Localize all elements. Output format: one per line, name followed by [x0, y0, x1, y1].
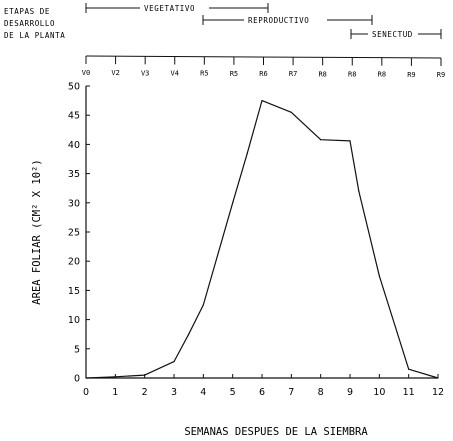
stage-tick-label: R9 [437, 71, 445, 79]
phase-label-reproductivo: REPRODUCTIVO [248, 16, 309, 25]
x-tick-label: 0 [83, 387, 89, 398]
phase-label-vegetativo: VEGETATIVO [144, 4, 195, 13]
x-tick-label: 8 [318, 387, 324, 398]
y-tick-label: 50 [68, 82, 80, 93]
y-tick-label: 15 [68, 286, 80, 297]
x-tick-label: 11 [403, 387, 415, 398]
data-point [144, 374, 146, 376]
y-tick-label: 20 [68, 257, 80, 268]
data-point [408, 368, 410, 370]
y-axis-title: AREA FOLIAR (CM² X 10²) [31, 159, 43, 304]
y-tick-label: 0 [74, 374, 80, 385]
y-tick-label: 10 [68, 315, 80, 326]
data-point [188, 333, 190, 335]
phase-senectud: SENECTUD [350, 29, 442, 39]
x-axis-ticks: 0 1 2 3 4 5 6 7 8 9 10 11 12 [83, 374, 444, 398]
series-points [85, 100, 439, 379]
x-tick-label: 7 [288, 387, 294, 398]
data-point [202, 304, 204, 306]
stage-tick-label: R5 [200, 70, 208, 78]
data-point [349, 140, 351, 142]
x-tick-label: 12 [432, 387, 444, 398]
stage-ticks: V0 V2 V3 V4 R5 R5 R6 R7 R8 R8 R8 R9 R9 [82, 56, 445, 79]
data-point [320, 139, 322, 141]
stage-tick-label: R8 [318, 70, 326, 78]
phase-label-senectud: SENECTUD [372, 30, 413, 39]
stage-tick-label: R9 [407, 71, 415, 79]
data-point [85, 377, 87, 379]
y-tick-label: 40 [68, 140, 80, 151]
data-point [173, 361, 175, 363]
x-tick-label: 3 [171, 387, 177, 398]
y-axis-ticks: 0 5 10 15 20 25 30 35 40 45 50 [68, 82, 90, 385]
x-tick-label: 9 [347, 387, 353, 398]
stages-title-line-2: DESARROLLO [4, 19, 55, 28]
y-tick-label: 25 [68, 228, 80, 239]
stage-header: ETAPAS DE DESARROLLO DE LA PLANTA VEGETA… [4, 3, 445, 79]
data-point [378, 275, 380, 277]
stage-tick-label: R8 [348, 71, 356, 79]
stage-tick-label: V0 [82, 69, 90, 77]
data-point [261, 100, 263, 102]
data-point [114, 376, 116, 378]
stage-tick-label: R8 [378, 71, 386, 79]
x-tick-label: 5 [230, 387, 236, 398]
data-point [246, 152, 248, 154]
y-tick-label: 45 [68, 111, 80, 122]
x-tick-label: 10 [373, 387, 385, 398]
x-tick-label: 6 [259, 387, 265, 398]
stage-tick-label: R7 [289, 70, 297, 78]
data-point [232, 202, 234, 204]
data-point [437, 377, 439, 379]
y-tick-label: 5 [74, 344, 80, 355]
data-point [290, 111, 292, 113]
y-tick-label: 35 [68, 169, 80, 180]
stages-title-line-3: DE LA PLANTA [4, 31, 65, 40]
stages-title-line-1: ETAPAS DE [4, 7, 50, 16]
stage-tick-label: V3 [141, 69, 149, 77]
x-tick-label: 1 [112, 387, 118, 398]
x-tick-label: 4 [200, 387, 206, 398]
data-point [358, 190, 360, 192]
stage-tick-label: V4 [171, 70, 179, 78]
stage-scale: V0 V2 V3 V4 R5 R5 R6 R7 R8 R8 R8 R9 R9 [82, 55, 445, 79]
y-tick-label: 30 [68, 198, 80, 209]
phase-reproductivo: REPRODUCTIVO [202, 15, 373, 25]
stage-tick-label: R6 [259, 70, 267, 78]
phase-vegetativo: VEGETATIVO [85, 3, 269, 13]
stage-tick-label: V2 [111, 69, 119, 77]
stage-tick-label: R5 [230, 70, 238, 78]
x-axis-title: SEMANAS DESPUES DE LA SIEMBRA [184, 426, 368, 438]
leaf-area-series-line [85, 99, 439, 379]
x-tick-label: 2 [142, 387, 148, 398]
